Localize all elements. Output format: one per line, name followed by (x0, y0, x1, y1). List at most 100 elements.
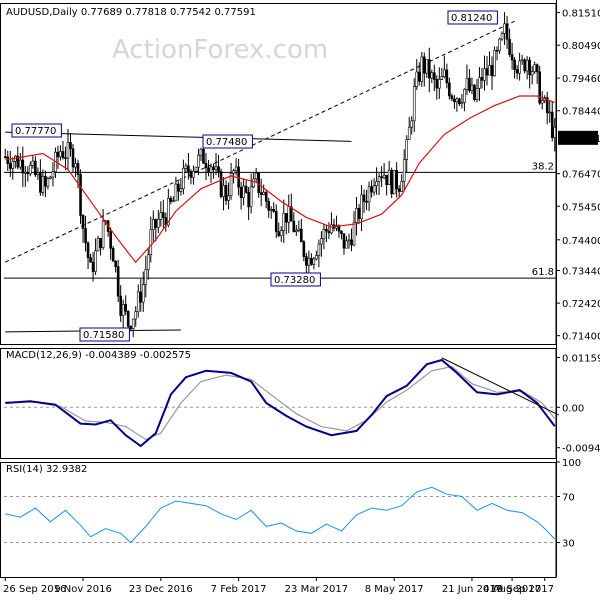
candle-body (425, 59, 429, 74)
last-price-label: 0.77591 (560, 134, 600, 145)
candle-body (520, 59, 524, 62)
candle-body (508, 38, 511, 55)
watermark: ActionForex.com (112, 35, 328, 65)
candle-body (134, 311, 138, 320)
candle-body (528, 59, 531, 76)
candle-body (327, 230, 331, 234)
candle-body (249, 186, 253, 208)
price-label: 0.71580 (83, 330, 124, 341)
candle-body (500, 33, 504, 40)
candle-body (56, 151, 60, 158)
candle-body (407, 126, 411, 140)
candle-body (372, 185, 376, 193)
price-header: AUDUSD,Daily 0.77689 0.77818 0.77542 0.7… (6, 7, 256, 18)
candle-body (66, 141, 70, 159)
candle-body (262, 192, 265, 195)
candle-body (174, 183, 178, 202)
candle-body (453, 98, 456, 103)
candle-body (292, 220, 296, 232)
candle-body (367, 186, 371, 203)
candle-body (317, 243, 321, 256)
candle-body (101, 220, 105, 249)
candle-body (239, 186, 243, 198)
candle-body (550, 111, 554, 138)
candle-body (129, 325, 133, 329)
candle-body (247, 192, 250, 208)
candle-body (146, 254, 150, 270)
candle-body (282, 213, 286, 231)
candle-body (227, 195, 230, 201)
candle-body (139, 291, 143, 303)
candle-body (91, 261, 95, 272)
candle-body (257, 172, 260, 193)
candle-body (533, 64, 536, 73)
candle-body (307, 257, 311, 266)
candle-body (340, 230, 343, 234)
candle-body (269, 209, 273, 211)
candle-body (397, 188, 401, 192)
macd-panel (0, 348, 557, 459)
price-tick-label: 0.81510 (562, 9, 600, 20)
candle-body (445, 69, 449, 84)
candle-body (157, 219, 160, 228)
candle-body (252, 178, 255, 188)
candle-body (488, 65, 491, 76)
candle-body (548, 111, 552, 114)
candle-body (21, 159, 25, 174)
candle-body (267, 200, 271, 211)
price-tick-label: 0.73440 (562, 266, 600, 277)
x-tick-label: 21 Jun 2017 (442, 584, 502, 595)
x-tick-label: 26 Sep 2016 (3, 584, 66, 595)
candle-body (415, 71, 419, 87)
candle-body (325, 229, 328, 232)
candle-body (79, 174, 82, 216)
candle-body (207, 167, 210, 173)
candle-body (417, 71, 421, 82)
candle-body (242, 185, 245, 198)
price-label: 0.73280 (274, 275, 315, 286)
candle-body (440, 76, 444, 80)
candle-body (16, 155, 20, 168)
candle-body (274, 211, 278, 232)
candle-body (510, 54, 514, 61)
candle-body (377, 176, 381, 182)
candle-body (26, 171, 30, 175)
x-tick-label: 23 Dec 2016 (129, 584, 193, 595)
candle-body (149, 229, 153, 255)
candle-body (114, 261, 117, 267)
candle-body (144, 269, 148, 285)
candle-body (49, 176, 52, 179)
candle-body (244, 185, 248, 193)
candle-body (277, 231, 281, 237)
candle-body (39, 172, 42, 193)
candle-body (41, 175, 45, 193)
candle-body (199, 148, 203, 156)
candle-body (505, 23, 509, 40)
candle-body (46, 178, 50, 187)
candle-body (214, 166, 218, 170)
candle-body (427, 59, 431, 79)
candle-body (322, 229, 326, 239)
price-label-box (79, 327, 130, 342)
candle-body (518, 60, 521, 74)
candle-body (438, 79, 441, 89)
macd-tick-label: -0.009408 (562, 444, 600, 455)
candle-body (392, 170, 396, 195)
candle-body (76, 163, 80, 175)
candle-body (412, 86, 416, 122)
candle-body (458, 98, 461, 105)
candle-body (217, 166, 220, 172)
candle-body (179, 188, 183, 192)
candle-body (422, 56, 426, 74)
candle-body (284, 213, 288, 223)
candle-body (289, 206, 293, 222)
candle-body (96, 237, 100, 252)
candle-body (232, 170, 235, 174)
candle-body (475, 88, 479, 100)
macd-header: MACD(12,26,9) -0.004389 -0.002575 (6, 350, 191, 361)
last-price-box (558, 130, 598, 145)
x-tick-label: 9 Nov 2016 (54, 584, 112, 595)
price-label-box (447, 10, 498, 25)
candle-body (387, 169, 391, 185)
price-tick-label: 0.71400 (562, 332, 600, 343)
